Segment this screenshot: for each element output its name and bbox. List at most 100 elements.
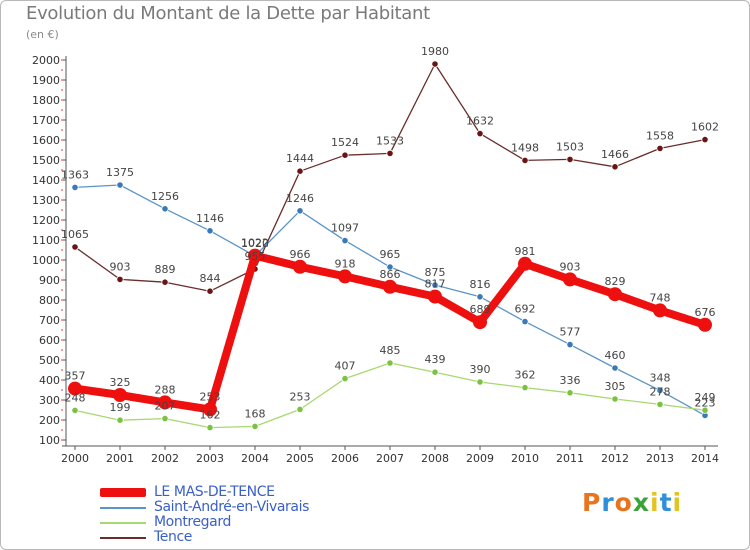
data-label-saint-andre: 1375 bbox=[106, 166, 134, 179]
x-tick-label: 2013 bbox=[646, 452, 674, 465]
logo-letter: o bbox=[614, 488, 633, 517]
data-label-montregard: 162 bbox=[200, 409, 221, 422]
legend-swatch bbox=[100, 488, 146, 497]
data-point-montregard bbox=[71, 406, 79, 414]
y-tick-label: 1300 bbox=[32, 194, 60, 207]
data-label-tence: 1524 bbox=[331, 136, 359, 149]
data-label-montregard: 253 bbox=[290, 390, 311, 403]
y-tick-label: 100 bbox=[39, 434, 60, 447]
x-tick-label: 2012 bbox=[601, 452, 629, 465]
data-label-montregard: 168 bbox=[245, 407, 266, 420]
data-label-saint-andre: 965 bbox=[380, 248, 401, 261]
data-point-saint-andre bbox=[161, 205, 169, 213]
x-tick-label: 2006 bbox=[331, 452, 359, 465]
data-point-le-mas-de-tence bbox=[698, 317, 712, 332]
data-point-montregard bbox=[341, 374, 349, 383]
data-point-le-mas-de-tence bbox=[113, 388, 127, 402]
data-label-saint-andre: 1363 bbox=[61, 168, 89, 181]
legend-item-le-mas-de-tence: LE MAS-DE-TENCE bbox=[100, 484, 400, 501]
data-point-montregard bbox=[521, 383, 529, 392]
data-point-montregard bbox=[161, 414, 169, 423]
logo-letter: r bbox=[601, 488, 615, 517]
data-label-tence: 1503 bbox=[556, 140, 584, 153]
data-point-saint-andre bbox=[71, 183, 79, 191]
data-label-saint-andre: 816 bbox=[470, 278, 491, 291]
data-label-montregard: 278 bbox=[650, 385, 671, 398]
data-label-saint-andre: 577 bbox=[560, 326, 581, 339]
data-point-montregard bbox=[611, 395, 619, 403]
data-point-tence bbox=[386, 149, 394, 157]
data-label-tence: 1065 bbox=[61, 228, 89, 241]
data-point-saint-andre bbox=[566, 340, 574, 349]
data-point-saint-andre bbox=[476, 293, 484, 301]
x-tick-label: 2007 bbox=[376, 452, 404, 465]
data-label-montregard: 362 bbox=[515, 369, 536, 382]
data-label-montregard: 305 bbox=[605, 380, 626, 393]
x-tick-label: 2009 bbox=[466, 452, 494, 465]
data-point-tence bbox=[701, 136, 709, 144]
data-label-montregard: 249 bbox=[695, 391, 716, 404]
legend-swatch bbox=[100, 537, 146, 539]
data-label-saint-andre: 348 bbox=[650, 371, 671, 384]
data-point-le-mas-de-tence bbox=[248, 248, 262, 263]
y-tick-label: 600 bbox=[39, 334, 60, 347]
y-tick-label: 900 bbox=[39, 274, 60, 287]
data-point-le-mas-de-tence bbox=[653, 303, 667, 318]
data-point-montregard bbox=[116, 416, 124, 424]
y-tick-label: 1400 bbox=[32, 174, 60, 187]
data-label-montregard: 199 bbox=[110, 401, 131, 414]
y-tick-label: 1200 bbox=[32, 214, 60, 227]
x-tick-label: 2011 bbox=[556, 452, 584, 465]
x-tick-label: 2002 bbox=[151, 452, 179, 465]
legend-label: Montregard bbox=[154, 514, 231, 530]
data-label-le-mas-de-tence: 903 bbox=[560, 260, 581, 273]
data-point-montregard bbox=[701, 406, 709, 414]
x-tick-label: 2003 bbox=[196, 452, 224, 465]
data-point-saint-andre bbox=[656, 386, 664, 394]
logo-letter: i bbox=[650, 488, 660, 517]
data-label-saint-andre: 692 bbox=[515, 303, 536, 316]
data-label-le-mas-de-tence: 866 bbox=[380, 268, 401, 281]
data-point-tence bbox=[566, 155, 574, 163]
data-point-le-mas-de-tence bbox=[473, 315, 487, 330]
data-point-le-mas-de-tence bbox=[563, 272, 577, 287]
data-label-le-mas-de-tence: 288 bbox=[155, 383, 176, 396]
y-tick-label: 1900 bbox=[32, 74, 60, 87]
data-point-le-mas-de-tence bbox=[518, 256, 532, 271]
data-label-tence: 1632 bbox=[466, 115, 494, 128]
y-tick-label: 800 bbox=[39, 294, 60, 307]
y-tick-label: 1100 bbox=[32, 234, 60, 247]
data-label-tence: 1980 bbox=[421, 45, 449, 58]
data-label-saint-andre: 460 bbox=[605, 349, 626, 362]
y-tick-label: 1800 bbox=[32, 94, 60, 107]
data-label-le-mas-de-tence: 829 bbox=[605, 275, 626, 288]
data-point-saint-andre bbox=[206, 227, 214, 235]
y-tick-label: 700 bbox=[39, 314, 60, 327]
y-tick-label: 1600 bbox=[32, 134, 60, 147]
data-point-montregard bbox=[566, 389, 574, 397]
legend-item-montregard: Montregard bbox=[100, 514, 400, 531]
data-label-tence: 889 bbox=[155, 263, 176, 276]
y-tick-label: 1700 bbox=[32, 114, 60, 127]
logo-letter: i bbox=[672, 488, 683, 517]
data-point-saint-andre bbox=[296, 207, 304, 215]
data-point-le-mas-de-tence bbox=[158, 395, 172, 410]
x-tick-label: 2010 bbox=[511, 452, 539, 465]
x-tick-label: 2005 bbox=[286, 452, 314, 465]
data-point-tence bbox=[521, 156, 529, 164]
data-label-montregard: 207 bbox=[155, 400, 176, 413]
data-point-tence bbox=[656, 144, 664, 152]
data-point-tence bbox=[431, 60, 439, 68]
data-point-montregard bbox=[206, 423, 214, 432]
data-point-saint-andre bbox=[431, 281, 439, 289]
data-point-tence bbox=[341, 151, 349, 159]
data-label-le-mas-de-tence: 689 bbox=[470, 303, 491, 316]
data-label-le-mas-de-tence: 1022 bbox=[241, 237, 269, 250]
y-tick-label: 1000 bbox=[32, 254, 60, 267]
y-tick-label: 300 bbox=[39, 394, 60, 407]
data-label-le-mas-de-tence: 981 bbox=[515, 245, 536, 258]
data-label-saint-andre: 875 bbox=[425, 266, 446, 279]
y-tick-label: 2000 bbox=[32, 54, 60, 67]
data-point-montregard bbox=[656, 400, 664, 408]
proxiti-logo: Proxiti bbox=[582, 488, 682, 517]
